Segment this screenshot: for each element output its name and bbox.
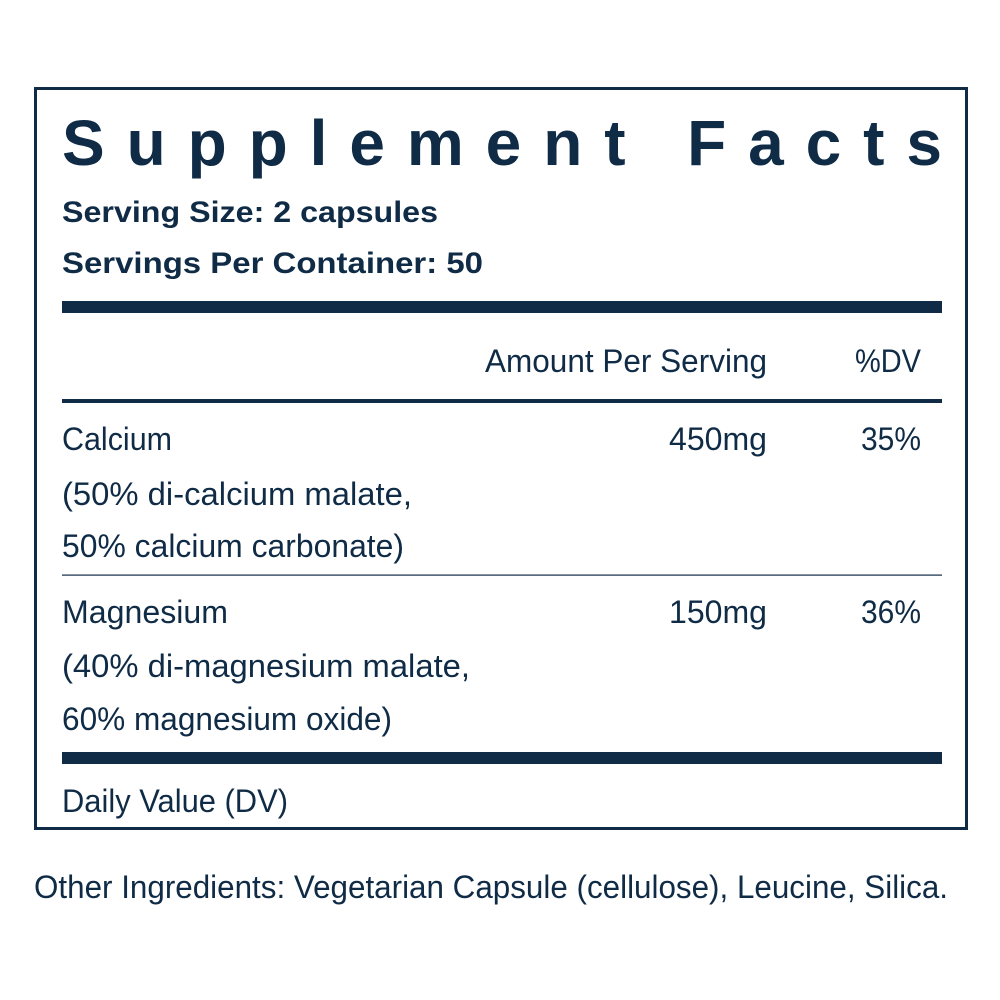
row-divider xyxy=(62,574,942,576)
title: Supplement Facts xyxy=(62,107,942,179)
thick-divider xyxy=(62,752,942,764)
other-ingredients: Other Ingredients: Vegetarian Capsule (c… xyxy=(34,869,948,905)
nutrient-name: Magnesium xyxy=(62,594,228,630)
nutrient-detail: (50% di-calcium malate, xyxy=(62,476,412,512)
nutrient-detail: 60% magnesium oxide) xyxy=(62,701,392,737)
amount: 450mg xyxy=(669,421,767,457)
nutrient-detail: 50% calcium carbonate) xyxy=(62,528,404,564)
label-border xyxy=(34,87,968,830)
thick-divider xyxy=(62,301,942,313)
serving-size: Serving Size: 2 capsules xyxy=(62,196,438,229)
footnote: Daily Value (DV) xyxy=(62,783,288,819)
servings-per-container: Servings Per Container: 50 xyxy=(62,247,483,280)
nutrient-name: Calcium xyxy=(62,421,172,457)
nutrient-detail: (40% di-magnesium malate, xyxy=(62,648,470,684)
amount: 150mg xyxy=(669,594,767,630)
divider xyxy=(62,399,942,403)
daily-value: 35% xyxy=(861,421,921,457)
daily-value: 36% xyxy=(861,594,921,630)
column-header: %DV xyxy=(855,343,922,379)
column-header: Amount Per Serving xyxy=(485,343,767,379)
